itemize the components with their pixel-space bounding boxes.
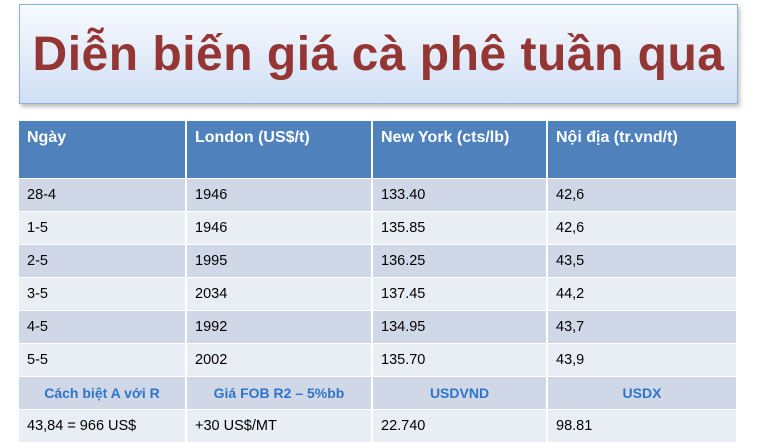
cell-new-york: 135.85 — [372, 210, 548, 244]
cell-new-york: 136.25 — [372, 243, 548, 277]
header-date: Ngày — [19, 121, 187, 178]
cell-spread: 43,84 = 966 US$ — [19, 408, 187, 442]
cell-london: 1946 — [186, 210, 373, 244]
table-row: 2-5 1995 136.25 43,5 — [19, 243, 736, 277]
cell-london: 1992 — [186, 309, 373, 343]
cell-new-york: 134.95 — [372, 309, 548, 343]
cell-date: 1-5 — [19, 210, 187, 244]
sub-header-fob: Giá FOB R2 – 5%bb — [186, 375, 373, 409]
cell-date: 5-5 — [19, 342, 187, 376]
cell-domestic: 42,6 — [547, 210, 736, 244]
title-banner: Diễn biến giá cà phê tuần qua — [19, 4, 738, 104]
cell-usdvnd: 22.740 — [372, 408, 548, 442]
cell-london: 2002 — [186, 342, 373, 376]
cell-new-york: 133.40 — [372, 177, 548, 211]
cell-date: 28-4 — [19, 177, 187, 211]
cell-date: 4-5 — [19, 309, 187, 343]
header-new-york: New York (cts/lb) — [372, 121, 548, 178]
header-london: London (US$/t) — [186, 121, 373, 178]
cell-new-york: 137.45 — [372, 276, 548, 310]
table-row: 1-5 1946 135.85 42,6 — [19, 210, 736, 244]
cell-new-york: 135.70 — [372, 342, 548, 376]
sub-header-spread: Cách biệt A với R — [19, 375, 187, 409]
table-row: 28-4 1946 133.40 42,6 — [19, 177, 736, 211]
cell-date: 2-5 — [19, 243, 187, 277]
cell-london: 1995 — [186, 243, 373, 277]
cell-domestic: 43,7 — [547, 309, 736, 343]
cell-london: 1946 — [186, 177, 373, 211]
cell-domestic: 42,6 — [547, 177, 736, 211]
cell-domestic: 43,9 — [547, 342, 736, 376]
cell-usdx: 98.81 — [547, 408, 736, 442]
table-row: 4-5 1992 134.95 43,7 — [19, 309, 736, 343]
table-header-row: Ngày London (US$/t) New York (cts/lb) Nộ… — [19, 121, 736, 178]
table-row: 3-5 2034 137.45 44,2 — [19, 276, 736, 310]
footer-row: 43,84 = 966 US$ +30 US$/MT 22.740 98.81 — [19, 408, 736, 442]
cell-domestic: 44,2 — [547, 276, 736, 310]
sub-header-usdvnd: USDVND — [372, 375, 548, 409]
coffee-price-table: Ngày London (US$/t) New York (cts/lb) Nộ… — [19, 121, 736, 442]
sub-header-usdx: USDX — [547, 375, 736, 409]
page-title: Diễn biến giá cà phê tuần qua — [32, 27, 725, 81]
header-domestic: Nội địa (tr.vnd/t) — [547, 121, 736, 178]
cell-domestic: 43,5 — [547, 243, 736, 277]
cell-fob: +30 US$/MT — [186, 408, 373, 442]
sub-header-row: Cách biệt A với R Giá FOB R2 – 5%bb USDV… — [19, 375, 736, 409]
cell-date: 3-5 — [19, 276, 187, 310]
cell-london: 2034 — [186, 276, 373, 310]
table-row: 5-5 2002 135.70 43,9 — [19, 342, 736, 376]
